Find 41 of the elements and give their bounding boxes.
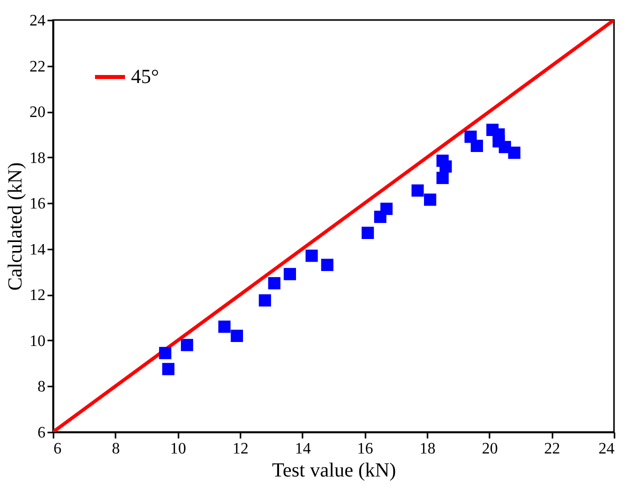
x-tick-label: 24 <box>598 440 614 458</box>
y-tick-label: 12 <box>30 287 46 304</box>
point <box>412 184 424 197</box>
x-tick-label: 10 <box>170 440 186 458</box>
y-tick-label: 20 <box>30 104 46 122</box>
x-tick-label: 22 <box>544 440 560 458</box>
x-tick-label: 12 <box>232 440 248 458</box>
y-tick-label: 6 <box>38 424 46 442</box>
point <box>321 258 334 272</box>
y-tick-label: 14 <box>30 241 46 258</box>
point <box>440 160 452 173</box>
point <box>424 194 436 206</box>
point <box>306 250 318 262</box>
x-tick-label: 20 <box>482 440 498 458</box>
y-tick-label: 10 <box>30 332 46 350</box>
point <box>284 268 296 280</box>
x-tick-label: 16 <box>357 440 374 458</box>
x-tick-label: 14 <box>294 440 311 458</box>
y-axis-title: Calculated (kN) <box>4 162 26 291</box>
point <box>162 362 174 376</box>
x-axis-title: Test value (kN) <box>272 460 396 482</box>
point <box>436 172 449 184</box>
point <box>258 294 272 307</box>
point <box>180 338 194 352</box>
y-tick-label: 22 <box>30 58 46 76</box>
point <box>218 320 231 333</box>
point <box>230 330 244 342</box>
point <box>159 346 172 360</box>
x-tick-label: 18 <box>420 440 436 458</box>
point <box>380 202 393 215</box>
point <box>268 277 280 290</box>
x-tick-label: 6 <box>54 440 62 458</box>
point <box>508 146 520 159</box>
y-tick-label: 18 <box>30 150 46 167</box>
point <box>470 140 483 152</box>
y-tick-label: 24 <box>30 12 46 30</box>
y-tick-label: 8 <box>38 378 46 396</box>
y-tick-label: 16 <box>30 196 46 213</box>
legend-label: 45° <box>131 66 159 88</box>
x-tick-label: 8 <box>112 440 120 458</box>
point <box>362 226 374 239</box>
